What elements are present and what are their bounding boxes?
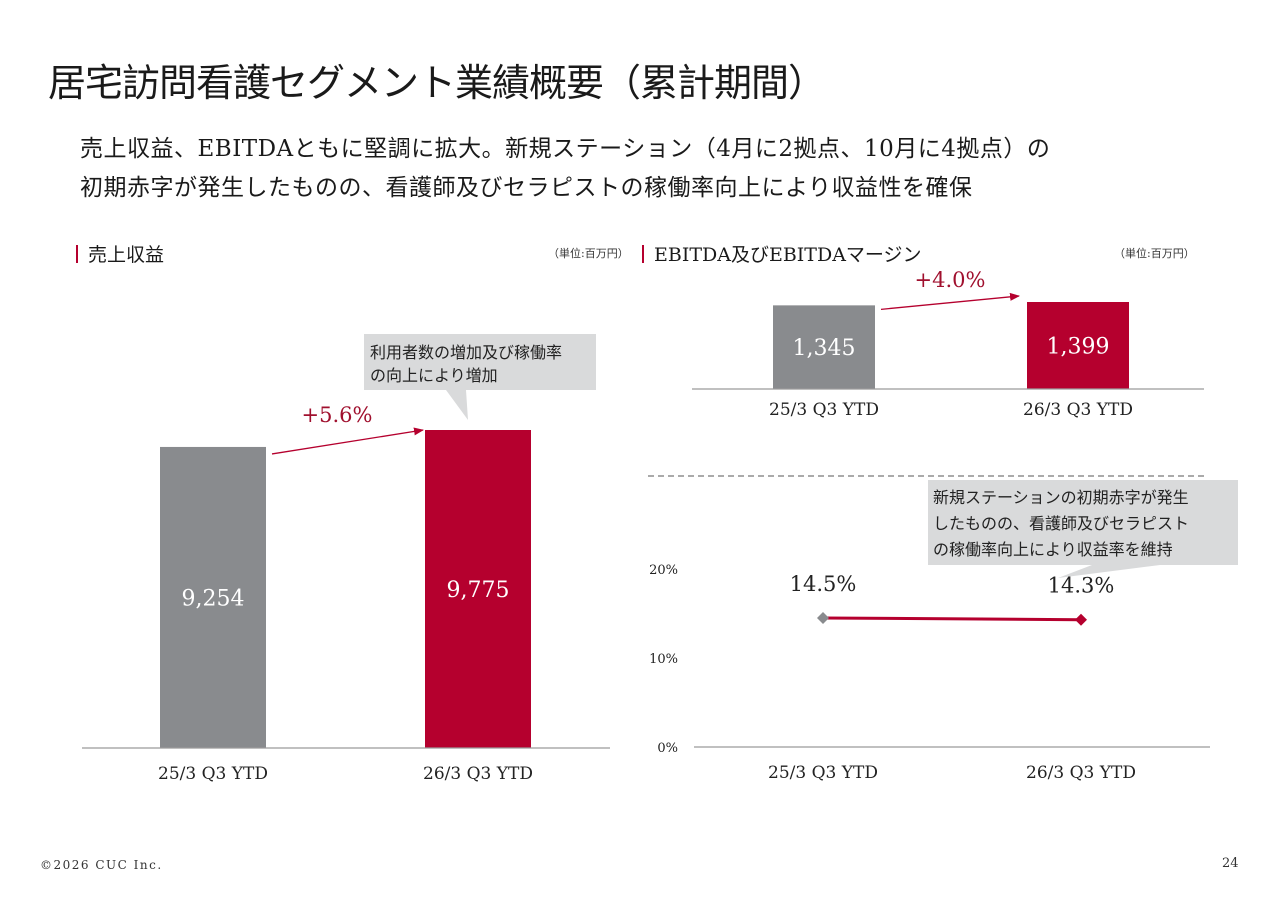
revenue-callout: 利用者数の増加及び稼働率 の向上により増加 (364, 334, 596, 420)
bar-current-year (425, 430, 531, 748)
bar-value-label: 9,254 (182, 586, 245, 611)
ebitda-section-heading: EBITDA及びEBITDAマージン (642, 240, 922, 267)
bar-value-label: 9,775 (447, 578, 510, 603)
x-tick-label: 26/3 Q3 YTD (1023, 400, 1133, 420)
callout-line: の向上により増加 (370, 366, 498, 385)
accent-bar (642, 245, 644, 263)
data-value-label: 14.3% (1048, 574, 1115, 598)
data-point-marker (817, 611, 829, 624)
growth-label: +5.6% (302, 403, 373, 427)
x-tick-label: 26/3 Q3 YTD (1026, 763, 1136, 783)
x-tick-label: 25/3 Q3 YTD (158, 764, 268, 784)
summary-line: 売上収益、EBITDAともに堅調に拡大。新規ステーション（4月に2拠点、10月に… (80, 136, 1051, 162)
footer-copyright: ©2026 CUC Inc. (40, 858, 163, 872)
margin-chart: 新規ステーションの初期赤字が発生 したものの、看護師及びセラピスト の稼働率向上… (649, 480, 1238, 783)
callout-line: の稼働率向上により収益率を維持 (933, 540, 1173, 559)
callout-line: 新規ステーションの初期赤字が発生 (933, 488, 1189, 507)
y-tick-label: 10% (649, 652, 678, 667)
bar-value-label: 1,345 (793, 336, 856, 361)
x-tick-label: 25/3 Q3 YTD (768, 763, 878, 783)
bar-current-year (1027, 302, 1129, 389)
growth-arrow (880, 292, 1020, 311)
ebitda-title: EBITDA及びEBITDAマージン (654, 244, 922, 266)
x-tick-label: 26/3 Q3 YTD (423, 764, 533, 784)
callout-bubble (364, 334, 596, 420)
bar-prior-year (773, 305, 875, 389)
revenue-unit: （単位:百万円） (548, 247, 629, 260)
revenue-chart: 利用者数の増加及び稼働率 の向上により増加 9,254 9,775 25/3 Q… (82, 334, 610, 784)
accent-bar (76, 245, 78, 263)
summary-line: 初期赤字が発生したものの、看護師及びセラピストの稼働率向上により収益性を確保 (80, 175, 973, 201)
revenue-section-heading: 売上収益 (76, 240, 164, 267)
margin-series-line (822, 616, 1082, 622)
data-value-label: 14.5% (790, 572, 857, 596)
bar-prior-year (160, 446, 266, 748)
callout-line: 利用者数の増加及び稼働率 (370, 343, 562, 362)
growth-arrow (271, 427, 424, 455)
callout-line: したものの、看護師及びセラピスト (933, 514, 1189, 533)
page-title: 居宅訪問看護セグメント業績概要（累計期間） (48, 61, 826, 105)
revenue-title: 売上収益 (88, 244, 165, 266)
ebitda-chart: 1,345 1,399 25/3 Q3 YTD 26/3 Q3 YTD +4.0… (692, 268, 1204, 420)
y-tick-label: 20% (649, 563, 678, 578)
margin-callout: 新規ステーションの初期赤字が発生 したものの、看護師及びセラピスト の稼働率向上… (928, 480, 1238, 578)
summary: 売上収益、EBITDAともに堅調に拡大。新規ステーション（4月に2拠点、10月に… (80, 130, 1050, 208)
y-tick-label: 0% (657, 741, 678, 756)
data-point-marker (1075, 613, 1087, 626)
growth-label: +4.0% (915, 268, 986, 292)
page-number: 24 (1222, 856, 1239, 871)
callout-bubble (928, 480, 1238, 578)
bar-value-label: 1,399 (1047, 335, 1110, 360)
ebitda-unit: （単位:百万円） (1114, 247, 1195, 260)
x-tick-label: 25/3 Q3 YTD (769, 400, 879, 420)
